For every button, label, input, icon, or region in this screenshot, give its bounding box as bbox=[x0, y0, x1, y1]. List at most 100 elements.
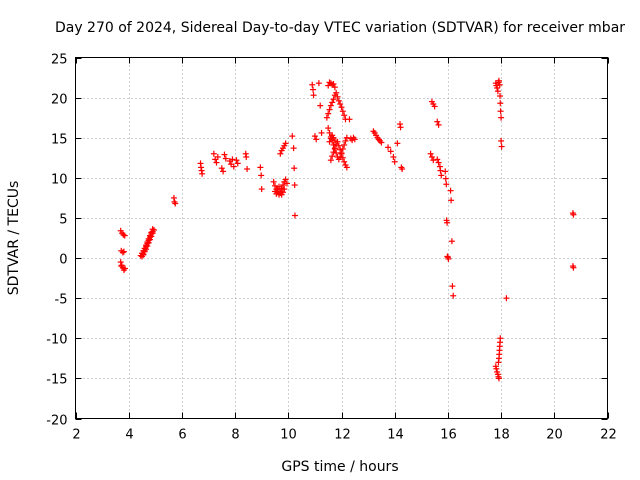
data-point bbox=[434, 156, 441, 163]
data-point bbox=[277, 150, 284, 157]
data-point bbox=[390, 153, 397, 160]
data-point bbox=[570, 211, 577, 218]
data-point bbox=[145, 237, 152, 244]
data-point bbox=[570, 264, 577, 271]
y-tick-label: 0 bbox=[59, 253, 67, 268]
x-tick-label: 20 bbox=[546, 428, 563, 443]
data-point bbox=[311, 133, 318, 140]
data-point bbox=[326, 138, 333, 145]
data-point bbox=[121, 232, 128, 239]
data-point bbox=[315, 80, 322, 87]
data-point bbox=[282, 140, 289, 147]
data-point bbox=[337, 153, 344, 160]
y-tick-label: 25 bbox=[51, 53, 68, 68]
data-point bbox=[144, 240, 151, 247]
data-point bbox=[351, 136, 358, 143]
data-point bbox=[258, 172, 265, 179]
data-point bbox=[399, 166, 406, 173]
data-points bbox=[117, 77, 577, 382]
data-point bbox=[431, 103, 438, 110]
data-point bbox=[283, 180, 290, 187]
data-point bbox=[444, 219, 451, 226]
data-point bbox=[333, 89, 340, 96]
x-axis-title: GPS time / hours bbox=[281, 459, 398, 475]
x-tick-label: 10 bbox=[280, 428, 297, 443]
data-point bbox=[343, 134, 350, 141]
plot-frame bbox=[75, 57, 608, 419]
data-point bbox=[339, 154, 346, 161]
data-point bbox=[428, 153, 435, 160]
data-point bbox=[330, 80, 337, 87]
data-point bbox=[427, 150, 434, 157]
data-point bbox=[273, 190, 280, 197]
data-point bbox=[244, 166, 251, 173]
data-point bbox=[243, 153, 250, 160]
data-point bbox=[329, 99, 336, 106]
data-point bbox=[346, 116, 353, 123]
data-point bbox=[141, 247, 148, 254]
data-point bbox=[337, 101, 344, 108]
data-point bbox=[282, 176, 289, 183]
data-point bbox=[213, 159, 220, 166]
data-point bbox=[339, 145, 346, 152]
data-point bbox=[120, 248, 127, 255]
data-point bbox=[290, 145, 297, 152]
data-point bbox=[331, 137, 338, 144]
data-point bbox=[327, 135, 334, 142]
data-point bbox=[330, 149, 337, 156]
data-point bbox=[119, 249, 126, 256]
data-point bbox=[199, 170, 206, 177]
data-point bbox=[218, 165, 225, 172]
y-tick-labels: -20 -15 -10 -5 0 5 10 15 20 25 bbox=[46, 53, 67, 429]
data-point bbox=[503, 295, 510, 302]
x-tick-label: 6 bbox=[178, 428, 186, 443]
data-point bbox=[338, 104, 345, 111]
data-point bbox=[281, 186, 288, 193]
data-point bbox=[120, 231, 127, 238]
data-point bbox=[450, 292, 457, 299]
y-axis-title: SDTVAR / TECUs bbox=[6, 181, 22, 296]
data-point bbox=[333, 149, 340, 156]
data-point bbox=[291, 182, 298, 189]
y-tick-label: -5 bbox=[55, 293, 68, 308]
data-point bbox=[229, 156, 236, 163]
data-point bbox=[221, 151, 228, 158]
data-point bbox=[442, 168, 449, 175]
data-point bbox=[341, 158, 348, 165]
data-point bbox=[343, 164, 350, 171]
data-point bbox=[341, 112, 348, 119]
data-point bbox=[326, 106, 333, 113]
data-point bbox=[444, 253, 451, 260]
data-point bbox=[494, 88, 501, 95]
data-point bbox=[495, 375, 502, 382]
data-point bbox=[310, 92, 317, 99]
data-point bbox=[279, 182, 286, 189]
data-point bbox=[222, 155, 229, 162]
data-point bbox=[435, 121, 442, 128]
data-point bbox=[149, 228, 156, 235]
data-point bbox=[325, 110, 332, 117]
data-point bbox=[309, 81, 316, 88]
data-point bbox=[275, 183, 282, 190]
data-point bbox=[220, 168, 227, 175]
data-point bbox=[338, 150, 345, 157]
data-point bbox=[330, 96, 337, 103]
data-point bbox=[327, 102, 334, 109]
x-tick-label: 8 bbox=[231, 428, 239, 443]
data-point bbox=[118, 263, 125, 270]
y-tick-label: 20 bbox=[51, 93, 68, 108]
data-point bbox=[214, 153, 221, 160]
data-point bbox=[210, 150, 217, 157]
data-point bbox=[230, 163, 237, 170]
data-point bbox=[289, 133, 296, 140]
data-point bbox=[331, 84, 338, 91]
x-tick-label: 12 bbox=[334, 428, 351, 443]
x-tick-label: 18 bbox=[493, 428, 510, 443]
x-tick-label: 2 bbox=[72, 428, 80, 443]
data-point bbox=[497, 100, 504, 107]
data-point bbox=[327, 157, 334, 164]
data-point bbox=[438, 172, 445, 179]
data-point bbox=[279, 189, 286, 196]
data-point bbox=[449, 283, 456, 290]
